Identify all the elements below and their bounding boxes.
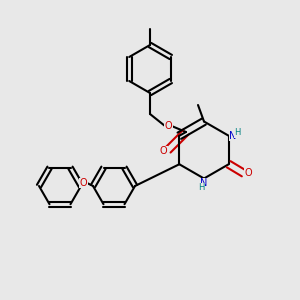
Text: O: O — [160, 146, 167, 157]
Text: H: H — [235, 128, 241, 137]
Text: O: O — [165, 121, 172, 131]
Text: N: N — [230, 131, 237, 141]
Text: N: N — [200, 178, 208, 188]
Text: H: H — [198, 183, 204, 192]
Text: O: O — [244, 168, 252, 178]
Text: O: O — [80, 178, 87, 188]
